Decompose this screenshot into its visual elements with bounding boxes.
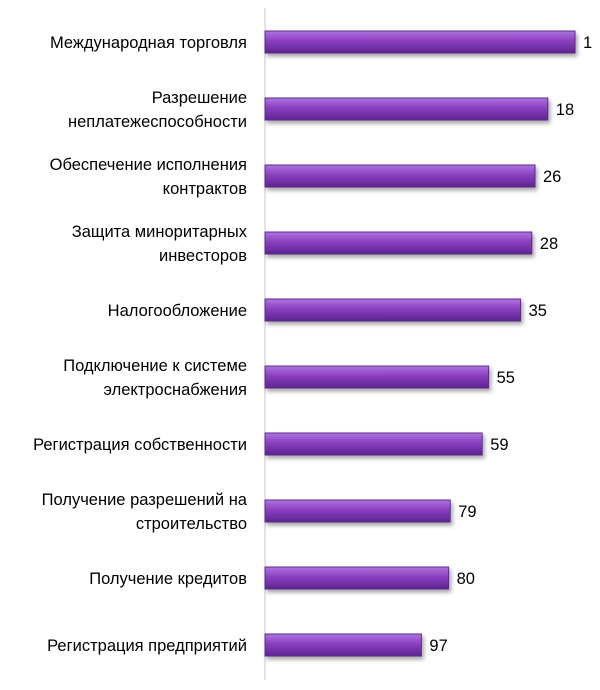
value-label-2: 18 (556, 101, 574, 119)
category-label-10: Регистрация предприятий (47, 637, 247, 655)
category-label-2: Разрешение неплатежеспособности (68, 89, 247, 131)
value-label-8: 79 (458, 503, 476, 521)
category-label-line: Регистрация предприятий (47, 637, 247, 655)
category-label-9: Получение кредитов (89, 570, 247, 588)
category-label-line: электроснабжения (104, 381, 247, 399)
category-label-line: Регистрация собственности (33, 436, 247, 454)
value-label-9: 80 (457, 570, 475, 588)
category-label-line: Международная торговля (50, 34, 247, 52)
bar-3 (264, 164, 536, 188)
bar-4 (264, 231, 533, 255)
category-labels-group: Международная торговля Разрешение неплатеж… (33, 34, 248, 655)
category-label-7: Регистрация собственности (33, 436, 247, 454)
category-label-line: Подключение к системе (63, 357, 247, 375)
value-label-7: 59 (490, 436, 508, 454)
category-label-line: Обеспечение исполнения (50, 156, 247, 174)
value-label-3: 26 (543, 168, 561, 186)
category-label-line: Разрешение (152, 89, 247, 107)
category-label-5: Налогообложение (108, 302, 247, 320)
bar-9 (264, 566, 450, 590)
value-label-6: 55 (497, 369, 515, 387)
category-label-line: Защита миноритарных (72, 223, 248, 241)
category-label-line: Налогообложение (108, 302, 247, 320)
bar-1 (264, 30, 576, 54)
category-label-4: Защита миноритарных инвесторов (72, 223, 248, 265)
value-label-4: 28 (540, 235, 558, 253)
category-label-line: контрактов (163, 180, 248, 198)
bar-7 (264, 432, 483, 456)
category-label-line: инвесторов (159, 247, 247, 265)
value-label-10: 97 (429, 637, 447, 655)
bar-10 (264, 633, 422, 657)
category-label-line: неплатежеспособности (68, 113, 247, 131)
category-label-6: Подключение к системе электроснабжения (63, 357, 247, 399)
category-label-3: Обеспечение исполнения контрактов (50, 156, 248, 198)
category-label-line: Получение кредитов (89, 570, 247, 588)
category-label-line: Получение разрешений на (42, 491, 248, 509)
bar-2 (264, 97, 549, 121)
value-label-1: 1 (583, 34, 592, 52)
value-labels-group: 1 18 26 28 35 55 59 79 80 97 (429, 34, 592, 655)
bar-8 (264, 499, 451, 523)
category-label-8: Получение разрешений на строительство (42, 491, 248, 533)
bar-6 (264, 365, 490, 389)
category-label-line: строительство (136, 515, 247, 533)
category-label-1: Международная торговля (50, 34, 247, 52)
value-label-5: 35 (529, 302, 547, 320)
bar-5 (264, 298, 522, 322)
bars-group (264, 30, 576, 657)
